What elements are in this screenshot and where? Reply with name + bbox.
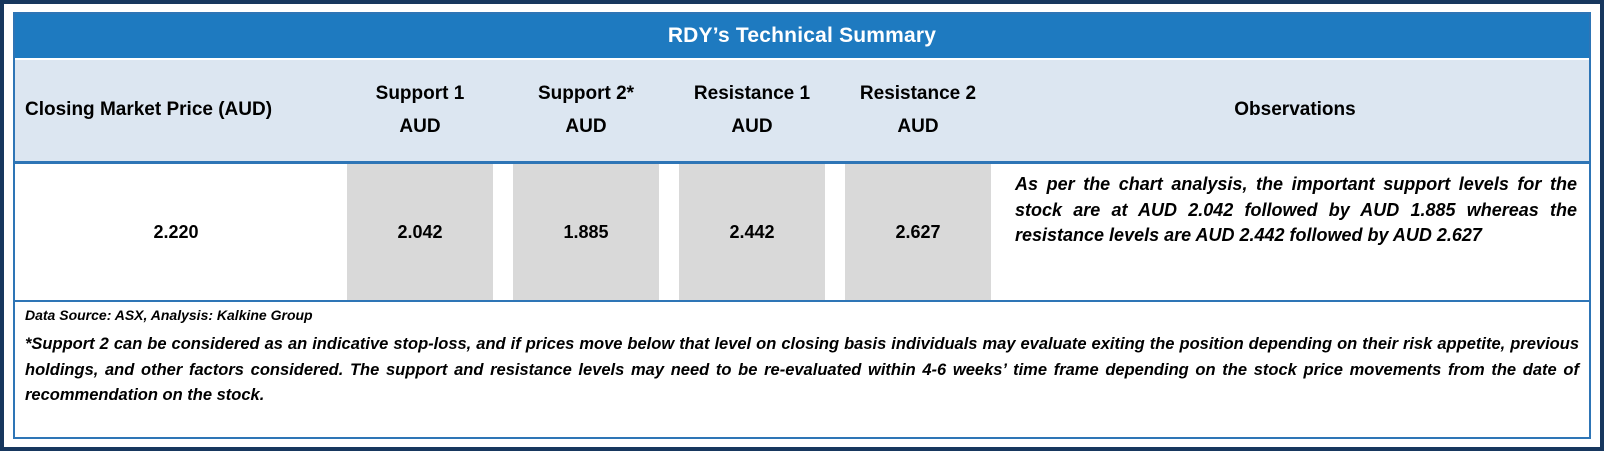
header-closing-price: Closing Market Price (AUD): [15, 60, 337, 161]
table-title-bar: RDY’s Technical Summary: [15, 14, 1589, 60]
header-observations: Observations: [1001, 60, 1589, 161]
table-footer: Data Source: ASX, Analysis: Kalkine Grou…: [15, 302, 1589, 437]
header-support-1: Support 1 AUD: [337, 60, 503, 161]
header-resistance-2-label: Resistance 2: [859, 83, 977, 105]
header-support-1-unit: AUD: [399, 115, 441, 137]
support-2-cell: 1.885: [503, 164, 669, 300]
observations-cell: As per the chart analysis, the important…: [1001, 164, 1589, 300]
header-resistance-1: Resistance 1 AUD: [669, 60, 835, 161]
table-data-row: 2.220 2.042 1.885 2.442 2.627: [15, 164, 1589, 302]
closing-price-value: 2.220: [153, 221, 199, 242]
resistance-2-cell: 2.627: [835, 164, 1001, 300]
resistance-2-value: 2.627: [895, 221, 941, 242]
support-1-cell: 2.042: [337, 164, 503, 300]
header-observations-label: Observations: [1234, 99, 1356, 121]
support-1-value: 2.042: [397, 221, 443, 242]
resistance-1-value: 2.442: [729, 221, 775, 242]
closing-price-cell: 2.220: [15, 164, 337, 300]
observations-text: As per the chart analysis, the important…: [1015, 174, 1577, 246]
header-support-1-label: Support 1: [375, 83, 465, 105]
support-2-box: 1.885: [513, 164, 659, 300]
header-resistance-1-label: Resistance 1: [693, 83, 811, 105]
data-source-line: Data Source: ASX, Analysis: Kalkine Grou…: [25, 307, 313, 323]
support-2-value: 1.885: [563, 221, 609, 242]
table-header-row: Closing Market Price (AUD) Support 1 AUD…: [15, 60, 1589, 164]
header-support-2-unit: AUD: [565, 115, 607, 137]
resistance-1-box: 2.442: [679, 164, 825, 300]
resistance-2-box: 2.627: [845, 164, 991, 300]
table-title: RDY’s Technical Summary: [667, 24, 937, 47]
header-resistance-1-unit: AUD: [731, 115, 773, 137]
header-resistance-2: Resistance 2 AUD: [835, 60, 1001, 161]
technical-summary-table: RDY’s Technical Summary Closing Market P…: [13, 12, 1591, 439]
header-closing-price-label: Closing Market Price (AUD): [25, 99, 273, 121]
footnote-text: *Support 2 can be considered as an indic…: [25, 335, 1579, 405]
header-support-2-label: Support 2*: [537, 83, 635, 105]
header-resistance-2-unit: AUD: [897, 115, 939, 137]
resistance-1-cell: 2.442: [669, 164, 835, 300]
header-support-2: Support 2* AUD: [503, 60, 669, 161]
support-1-box: 2.042: [347, 164, 493, 300]
